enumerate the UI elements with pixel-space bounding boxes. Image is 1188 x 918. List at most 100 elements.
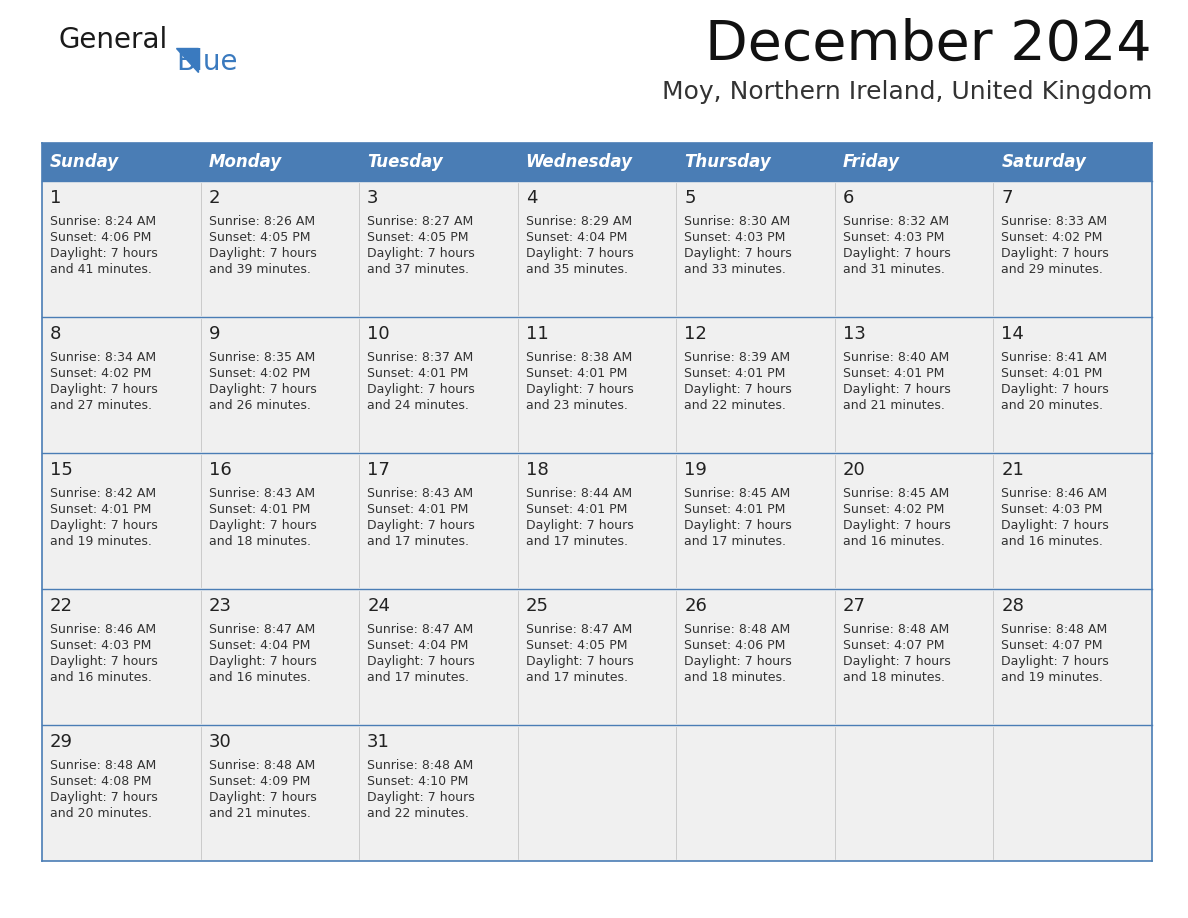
Text: Sunset: 4:04 PM: Sunset: 4:04 PM xyxy=(367,639,468,652)
Text: Sunrise: 8:33 AM: Sunrise: 8:33 AM xyxy=(1001,215,1107,228)
Text: 27: 27 xyxy=(842,597,866,615)
Text: Sunset: 4:05 PM: Sunset: 4:05 PM xyxy=(209,231,310,244)
Text: Daylight: 7 hours: Daylight: 7 hours xyxy=(1001,383,1110,396)
Text: 2: 2 xyxy=(209,189,220,207)
Text: Sunset: 4:01 PM: Sunset: 4:01 PM xyxy=(684,503,785,516)
Text: Daylight: 7 hours: Daylight: 7 hours xyxy=(526,247,633,260)
Text: Sunset: 4:02 PM: Sunset: 4:02 PM xyxy=(209,367,310,380)
Text: 7: 7 xyxy=(1001,189,1013,207)
Text: 29: 29 xyxy=(50,733,72,751)
Text: Daylight: 7 hours: Daylight: 7 hours xyxy=(209,519,316,532)
Text: Daylight: 7 hours: Daylight: 7 hours xyxy=(1001,655,1110,668)
Text: Friday: Friday xyxy=(842,153,899,171)
Text: and 18 minutes.: and 18 minutes. xyxy=(209,535,310,548)
Text: 23: 23 xyxy=(209,597,232,615)
Text: 28: 28 xyxy=(1001,597,1024,615)
Text: and 39 minutes.: and 39 minutes. xyxy=(209,263,310,276)
Text: Sunset: 4:01 PM: Sunset: 4:01 PM xyxy=(50,503,151,516)
Text: Sunrise: 8:38 AM: Sunrise: 8:38 AM xyxy=(526,351,632,364)
Text: Daylight: 7 hours: Daylight: 7 hours xyxy=(684,383,792,396)
Text: Daylight: 7 hours: Daylight: 7 hours xyxy=(1001,247,1110,260)
Text: Sunrise: 8:44 AM: Sunrise: 8:44 AM xyxy=(526,487,632,500)
Text: Sunrise: 8:42 AM: Sunrise: 8:42 AM xyxy=(50,487,156,500)
Text: 16: 16 xyxy=(209,461,232,479)
Text: 10: 10 xyxy=(367,325,390,343)
Text: Sunrise: 8:40 AM: Sunrise: 8:40 AM xyxy=(842,351,949,364)
Text: Sunrise: 8:48 AM: Sunrise: 8:48 AM xyxy=(1001,623,1107,636)
Text: Sunset: 4:07 PM: Sunset: 4:07 PM xyxy=(1001,639,1102,652)
Text: Sunset: 4:09 PM: Sunset: 4:09 PM xyxy=(209,775,310,788)
Text: Daylight: 7 hours: Daylight: 7 hours xyxy=(50,519,158,532)
Text: Sunset: 4:01 PM: Sunset: 4:01 PM xyxy=(684,367,785,380)
Text: Daylight: 7 hours: Daylight: 7 hours xyxy=(50,247,158,260)
Text: Daylight: 7 hours: Daylight: 7 hours xyxy=(50,655,158,668)
Text: and 23 minutes.: and 23 minutes. xyxy=(526,399,627,412)
Text: Daylight: 7 hours: Daylight: 7 hours xyxy=(50,791,158,804)
Text: and 18 minutes.: and 18 minutes. xyxy=(842,671,944,684)
Text: Sunset: 4:02 PM: Sunset: 4:02 PM xyxy=(50,367,151,380)
Text: 25: 25 xyxy=(526,597,549,615)
Text: and 21 minutes.: and 21 minutes. xyxy=(209,807,310,820)
Text: and 19 minutes.: and 19 minutes. xyxy=(50,535,152,548)
Text: 18: 18 xyxy=(526,461,549,479)
Text: Sunset: 4:01 PM: Sunset: 4:01 PM xyxy=(842,367,944,380)
Text: Sunset: 4:02 PM: Sunset: 4:02 PM xyxy=(1001,231,1102,244)
Text: Blue: Blue xyxy=(176,48,238,76)
Text: and 20 minutes.: and 20 minutes. xyxy=(50,807,152,820)
Text: Daylight: 7 hours: Daylight: 7 hours xyxy=(367,247,475,260)
Text: and 27 minutes.: and 27 minutes. xyxy=(50,399,152,412)
Text: Daylight: 7 hours: Daylight: 7 hours xyxy=(526,655,633,668)
Text: Moy, Northern Ireland, United Kingdom: Moy, Northern Ireland, United Kingdom xyxy=(662,80,1152,104)
Text: and 37 minutes.: and 37 minutes. xyxy=(367,263,469,276)
Text: Sunrise: 8:45 AM: Sunrise: 8:45 AM xyxy=(684,487,790,500)
Text: Sunrise: 8:45 AM: Sunrise: 8:45 AM xyxy=(842,487,949,500)
Text: Sunrise: 8:43 AM: Sunrise: 8:43 AM xyxy=(209,487,315,500)
Text: and 17 minutes.: and 17 minutes. xyxy=(526,671,627,684)
Text: Sunset: 4:01 PM: Sunset: 4:01 PM xyxy=(526,367,627,380)
Text: 14: 14 xyxy=(1001,325,1024,343)
Text: Sunset: 4:04 PM: Sunset: 4:04 PM xyxy=(526,231,627,244)
Text: Sunset: 4:03 PM: Sunset: 4:03 PM xyxy=(842,231,944,244)
Text: Sunset: 4:05 PM: Sunset: 4:05 PM xyxy=(526,639,627,652)
Text: and 22 minutes.: and 22 minutes. xyxy=(684,399,786,412)
Text: 30: 30 xyxy=(209,733,232,751)
Text: Sunrise: 8:46 AM: Sunrise: 8:46 AM xyxy=(1001,487,1107,500)
Text: and 31 minutes.: and 31 minutes. xyxy=(842,263,944,276)
Text: 11: 11 xyxy=(526,325,549,343)
Text: Sunset: 4:03 PM: Sunset: 4:03 PM xyxy=(684,231,785,244)
Text: Sunrise: 8:37 AM: Sunrise: 8:37 AM xyxy=(367,351,473,364)
Text: Daylight: 7 hours: Daylight: 7 hours xyxy=(684,655,792,668)
Text: 22: 22 xyxy=(50,597,72,615)
Text: Sunset: 4:10 PM: Sunset: 4:10 PM xyxy=(367,775,468,788)
Text: 4: 4 xyxy=(526,189,537,207)
Bar xyxy=(42,589,1152,725)
Text: Sunset: 4:06 PM: Sunset: 4:06 PM xyxy=(50,231,151,244)
Text: and 16 minutes.: and 16 minutes. xyxy=(50,671,152,684)
Text: General: General xyxy=(58,26,168,54)
Text: Daylight: 7 hours: Daylight: 7 hours xyxy=(526,383,633,396)
Text: 8: 8 xyxy=(50,325,62,343)
Text: Thursday: Thursday xyxy=(684,153,771,171)
Text: Sunrise: 8:47 AM: Sunrise: 8:47 AM xyxy=(526,623,632,636)
Text: Daylight: 7 hours: Daylight: 7 hours xyxy=(367,791,475,804)
Text: Sunset: 4:01 PM: Sunset: 4:01 PM xyxy=(526,503,627,516)
Text: Sunset: 4:01 PM: Sunset: 4:01 PM xyxy=(209,503,310,516)
Text: and 41 minutes.: and 41 minutes. xyxy=(50,263,152,276)
Text: and 17 minutes.: and 17 minutes. xyxy=(684,535,786,548)
Text: Monday: Monday xyxy=(209,153,282,171)
Text: Daylight: 7 hours: Daylight: 7 hours xyxy=(209,655,316,668)
Text: and 17 minutes.: and 17 minutes. xyxy=(367,535,469,548)
Text: Sunrise: 8:27 AM: Sunrise: 8:27 AM xyxy=(367,215,473,228)
Text: Daylight: 7 hours: Daylight: 7 hours xyxy=(684,247,792,260)
Text: Sunset: 4:01 PM: Sunset: 4:01 PM xyxy=(367,503,468,516)
Text: Tuesday: Tuesday xyxy=(367,153,443,171)
Text: 19: 19 xyxy=(684,461,707,479)
Text: 17: 17 xyxy=(367,461,390,479)
Text: Sunrise: 8:39 AM: Sunrise: 8:39 AM xyxy=(684,351,790,364)
Text: and 17 minutes.: and 17 minutes. xyxy=(526,535,627,548)
Text: Saturday: Saturday xyxy=(1001,153,1086,171)
Text: and 19 minutes.: and 19 minutes. xyxy=(1001,671,1104,684)
Text: Sunrise: 8:34 AM: Sunrise: 8:34 AM xyxy=(50,351,156,364)
Text: and 35 minutes.: and 35 minutes. xyxy=(526,263,627,276)
Text: 24: 24 xyxy=(367,597,390,615)
